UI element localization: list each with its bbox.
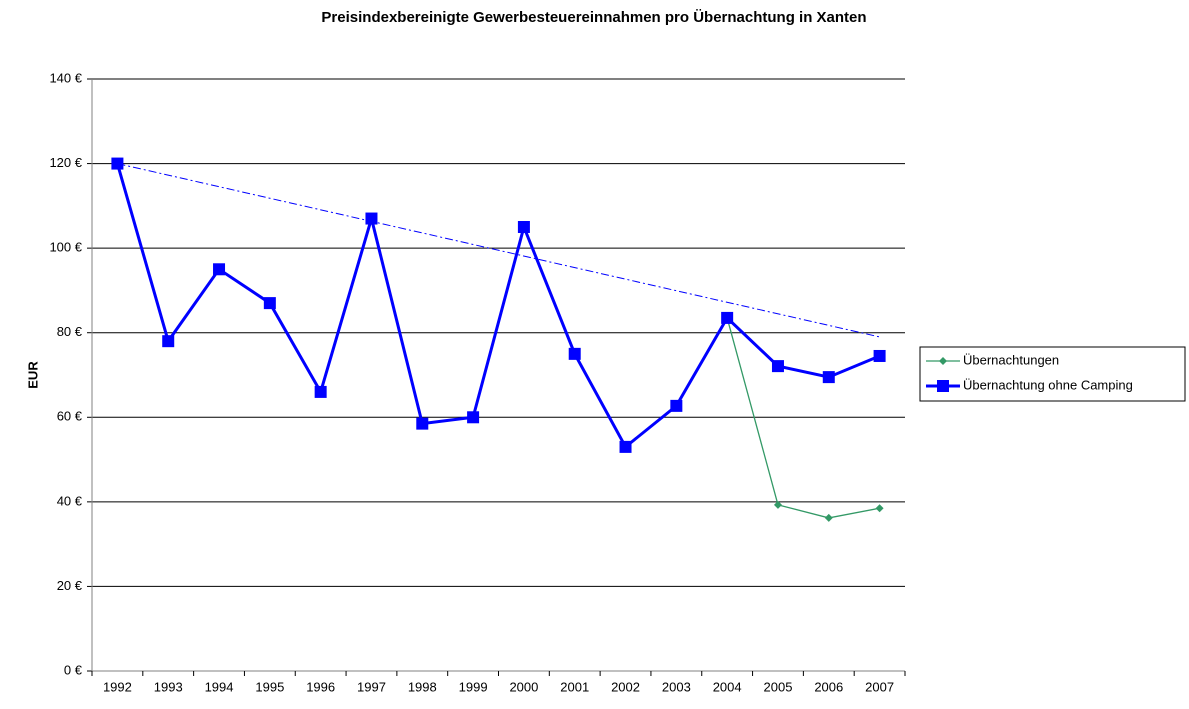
x-tick-label: 1996 — [306, 679, 335, 694]
x-tick-label: 1992 — [103, 679, 132, 694]
legend-marker — [939, 357, 947, 365]
data-point — [517, 221, 530, 233]
x-tick-label: 1993 — [154, 679, 183, 694]
data-point — [467, 411, 480, 424]
x-tick-label: 1998 — [408, 679, 437, 694]
x-tick-label: 2005 — [764, 679, 793, 694]
x-tick-label: 1999 — [459, 679, 488, 694]
data-point — [619, 440, 632, 453]
series-line — [115, 163, 881, 450]
data-point — [111, 157, 124, 170]
chart-title: Preisindexbereinigte Gewerbesteuereinnah… — [321, 9, 866, 26]
series-line — [726, 317, 880, 519]
data-point — [771, 360, 784, 373]
data-point — [568, 347, 581, 360]
data-point — [875, 504, 884, 513]
x-tick-label: 1994 — [205, 679, 234, 694]
legend-box — [919, 346, 1186, 402]
data-point — [416, 417, 429, 430]
x-tick-label: 2002 — [611, 679, 640, 694]
y-tick-label: 20 € — [57, 578, 83, 593]
data-point — [263, 297, 276, 310]
x-tick-label: 2006 — [814, 679, 843, 694]
y-tick-label: 100 € — [49, 240, 82, 255]
y-tick-label: 80 € — [57, 324, 83, 339]
y-tick-label: 40 € — [57, 493, 83, 508]
data-point — [721, 311, 734, 324]
data-point — [162, 335, 175, 348]
legend-label: Übernachtung ohne Camping — [963, 377, 1133, 392]
data-point — [873, 349, 886, 362]
x-tick-label: 2000 — [509, 679, 538, 694]
y-tick-label: 0 € — [64, 662, 83, 677]
y-axis-label: EUR — [25, 361, 40, 389]
x-tick-label: 1995 — [255, 679, 284, 694]
x-tick-label: 2003 — [662, 679, 691, 694]
data-point — [670, 399, 683, 412]
data-point — [314, 385, 327, 398]
legend-label: Übernachtungen — [963, 352, 1059, 367]
y-tick-label: 140 € — [49, 70, 82, 85]
x-tick-label: 2007 — [865, 679, 894, 694]
legend-marker — [937, 380, 949, 392]
data-point — [822, 371, 835, 384]
y-tick-label: 120 € — [49, 155, 82, 170]
x-tick-label: 2001 — [560, 679, 589, 694]
x-tick-label: 1997 — [357, 679, 386, 694]
data-point — [365, 212, 378, 225]
data-point — [213, 263, 226, 276]
data-point — [773, 500, 782, 509]
x-tick-label: 2004 — [713, 679, 742, 694]
trendline — [117, 163, 880, 338]
y-tick-label: 60 € — [57, 409, 83, 424]
data-point — [824, 513, 833, 522]
